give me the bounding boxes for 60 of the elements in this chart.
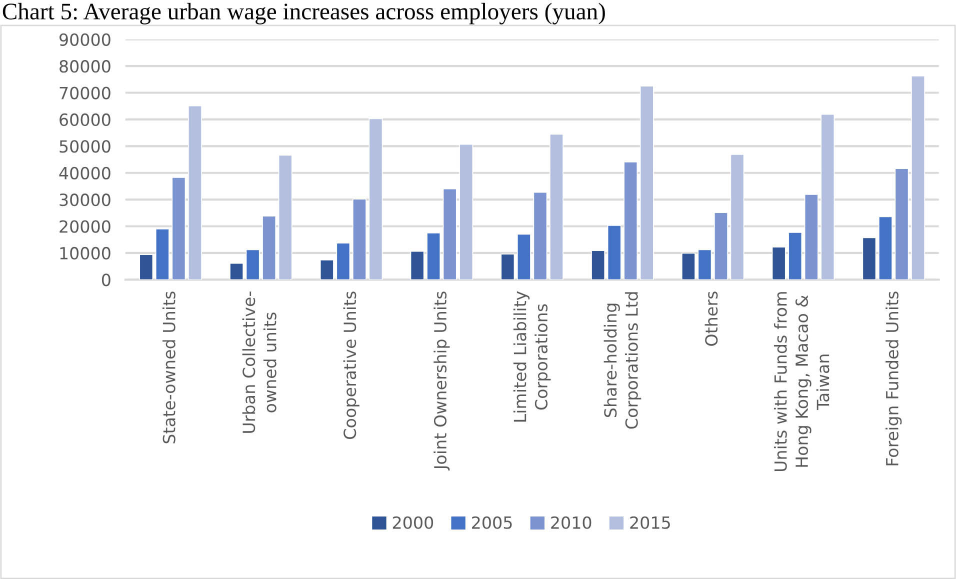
y-tick-label: 70000 [60,86,110,100]
bar [820,114,835,280]
bar [368,118,383,280]
y-tick-label: 10000 [60,246,110,260]
y-tick-label: 80000 [60,60,110,73]
y-tick-label: 50000 [60,140,110,153]
bar [591,250,606,280]
bar [320,259,334,280]
y-tick-label: 30000 [60,194,110,206]
bar [442,188,457,280]
y-tick-label: 40000 [59,166,110,180]
bar [336,242,350,280]
bar [788,232,802,280]
bar [410,250,424,280]
x-tick-label: State-owned Units [162,292,176,444]
bar [772,246,786,280]
x-tick-label: Urban Collective- owned units [242,292,276,433]
legend-label: 2010 [551,516,592,529]
bar [533,192,548,280]
bar [550,134,564,280]
y-tick-label: 0 [102,274,110,286]
bar [862,237,876,280]
x-tick-label: Others [704,292,718,346]
bar [426,232,441,280]
bar [352,198,366,280]
bar [500,254,515,280]
bar [459,144,474,280]
y-tick-label: 20000 [60,220,110,233]
bar [278,154,292,280]
bar [607,225,622,280]
x-tick-label: Units with Funds from Hong Kong, Macao & Taiwan [774,292,830,472]
chart-title: Chart 5: Average urban wage increases across employers (yuan) [2,2,605,24]
y-tick-label: 90000 [60,33,110,46]
bar [516,234,531,280]
x-tick-label: Share-holding Corporations Ltd [604,292,642,429]
bar [804,194,818,280]
bar [894,168,909,280]
bar [911,76,925,280]
bar [139,254,154,280]
bar [681,252,696,280]
legend-label: 2015 [630,516,670,529]
bar [624,161,638,280]
x-tick-label: Cooperative Units [343,292,360,439]
bar [188,105,202,280]
bar [878,216,892,280]
bar [230,262,244,280]
x-tick-label: Foreign Funded Units [886,292,902,466]
y-tick-label: 60000 [60,113,110,126]
bar [640,86,654,280]
x-tick-label: Limited Liability Corporations [513,291,551,422]
bar [714,212,728,280]
legend-label: 2000 [392,516,434,529]
bar [172,176,186,280]
bar [262,216,276,280]
x-tick-label: Joint Ownership Units [434,292,450,471]
bar [698,249,712,280]
bar [246,249,260,280]
legend-label: 2005 [472,516,512,529]
bar [730,154,744,280]
bar [155,228,170,280]
